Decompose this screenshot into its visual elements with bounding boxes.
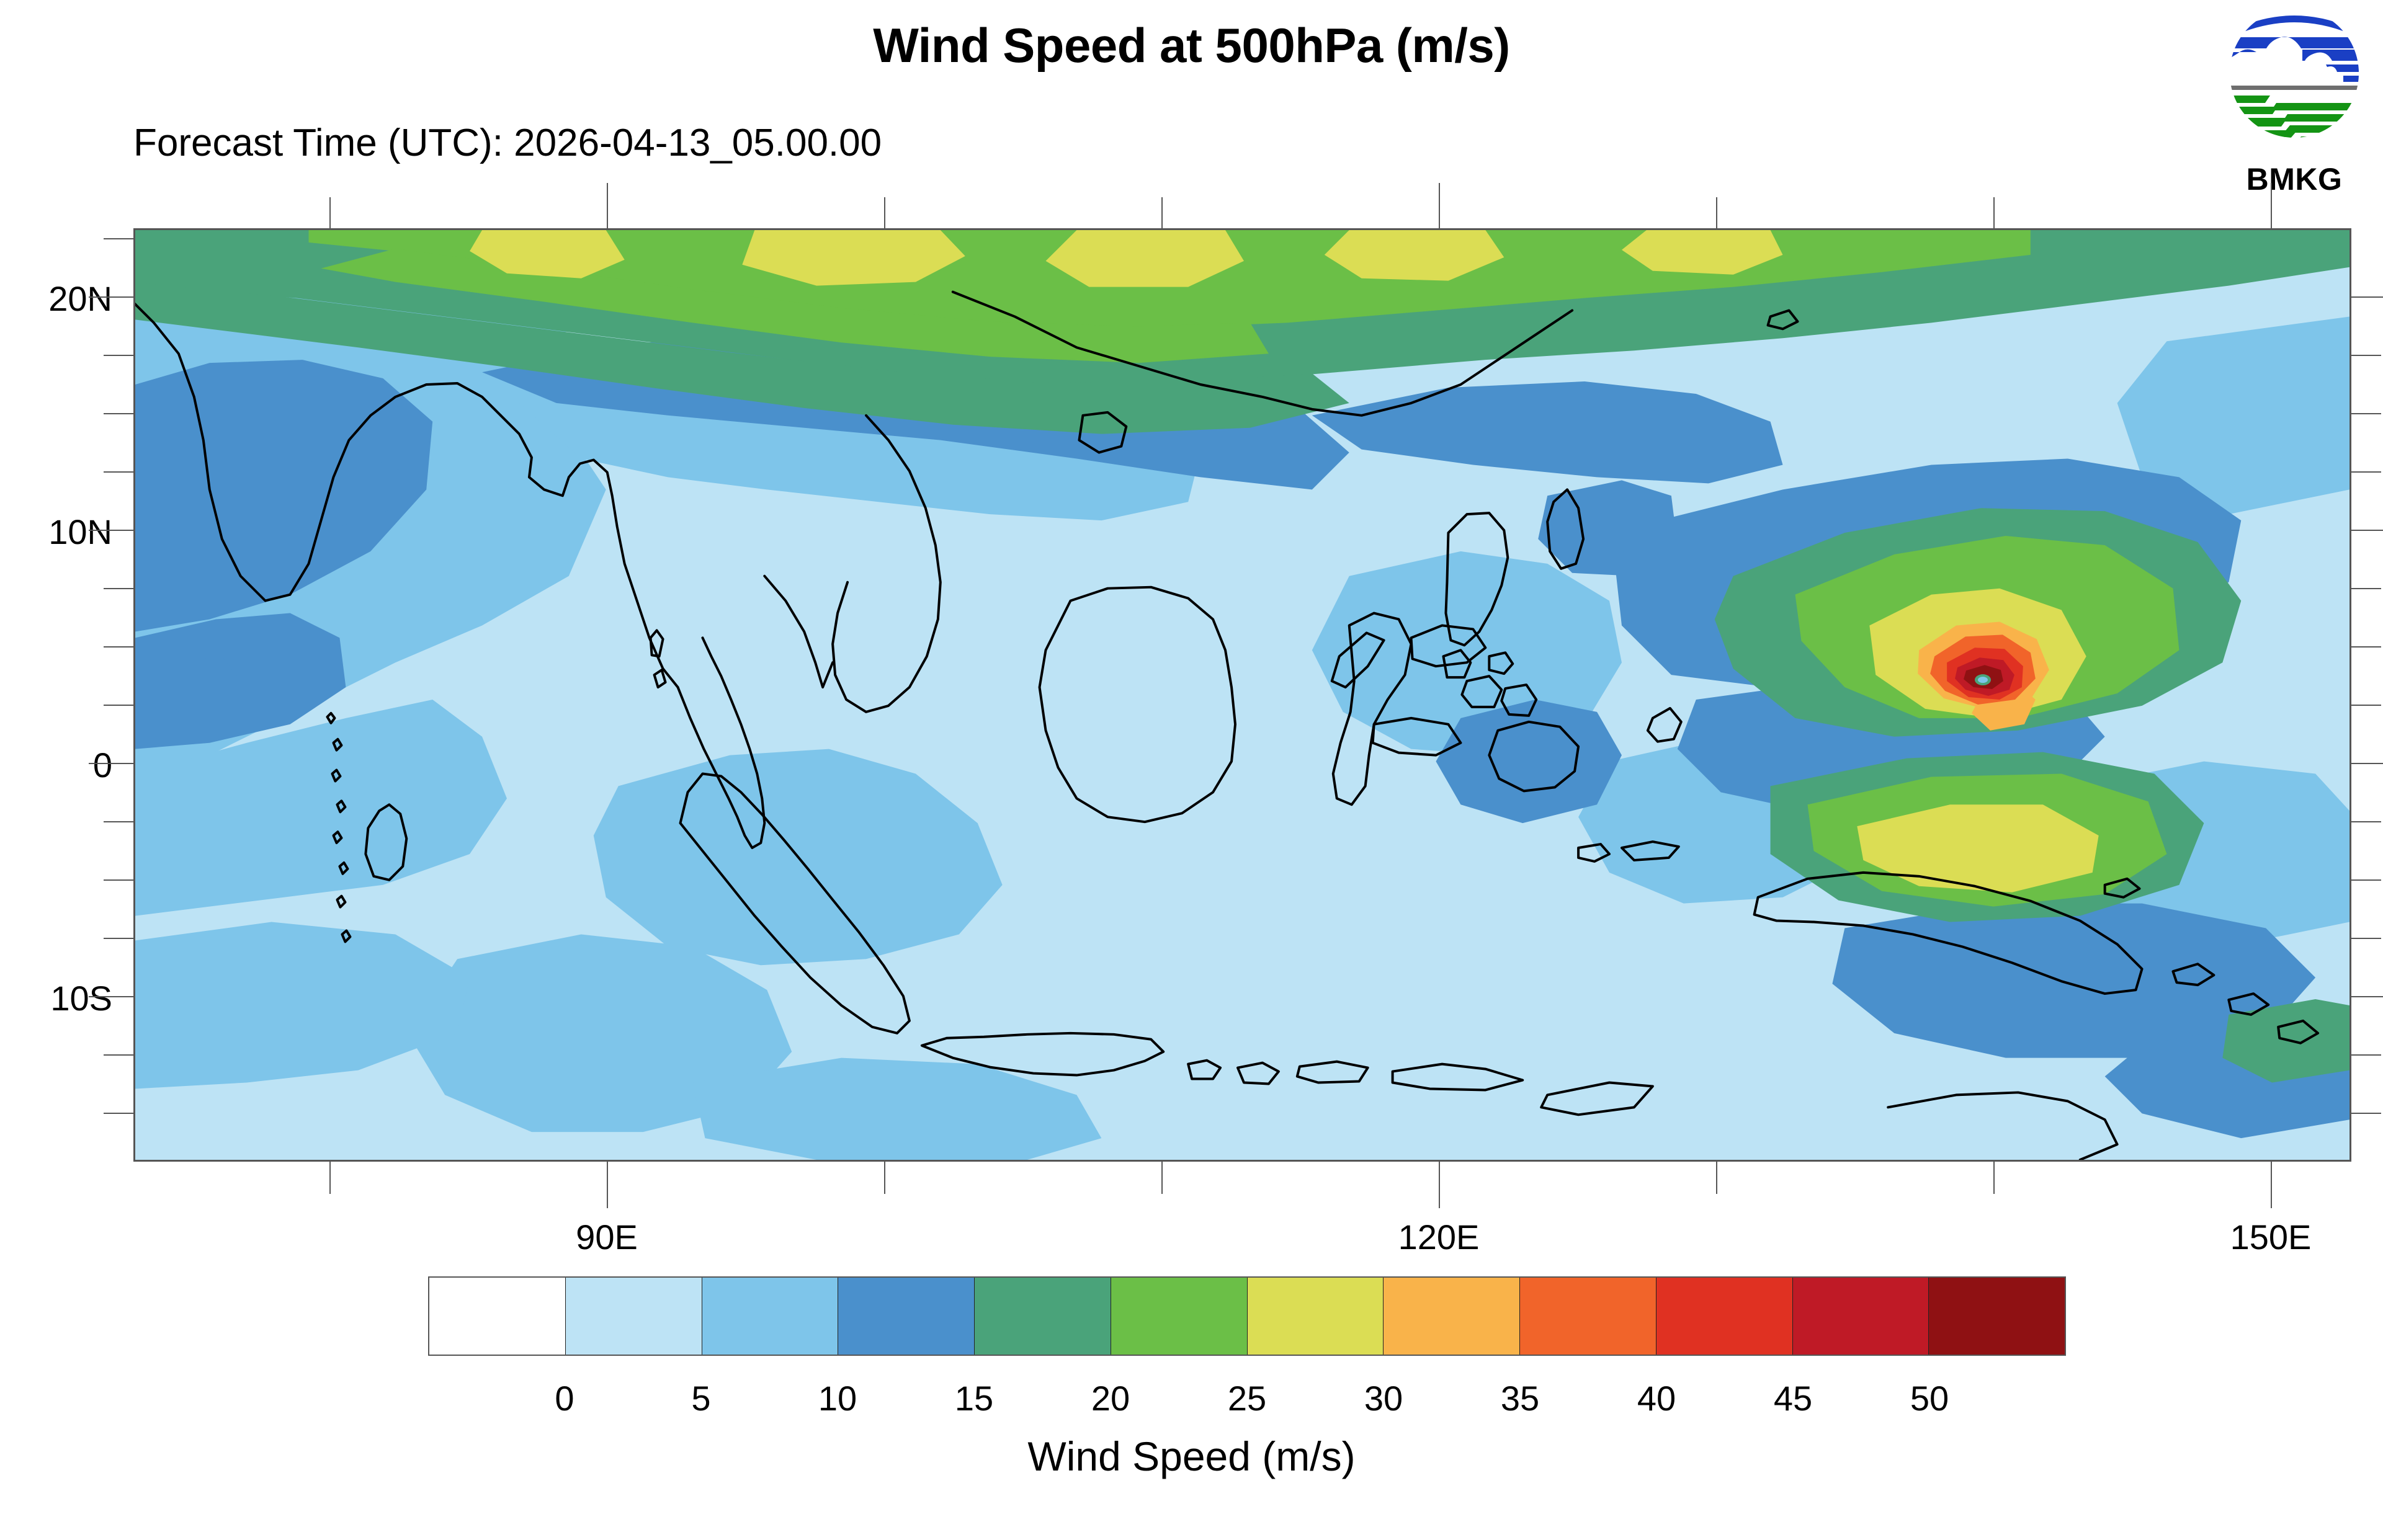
ytick-minor-right — [2351, 1113, 2381, 1114]
ytick-label-0: 0 — [92, 746, 112, 785]
colorbar-segment — [1111, 1278, 1248, 1355]
xtick-minor-top — [329, 197, 331, 229]
ytick-major — [89, 296, 133, 298]
ytick-minor — [104, 413, 133, 414]
bmkg-logo-mark — [2230, 16, 2359, 138]
xtick-minor-bottom — [1161, 1162, 1163, 1194]
xtick-major-top — [607, 183, 608, 229]
colorbar-tick-50: 50 — [1910, 1379, 1949, 1418]
page-title: Wind Speed at 500hPa (m/s) — [873, 18, 1510, 73]
forecast-time-label: Forecast Time (UTC): 2026-04-13_05.00.00 — [133, 122, 882, 164]
colorbar-segment — [1520, 1278, 1656, 1355]
xtick-minor-bottom — [1716, 1162, 1717, 1194]
ytick-minor — [104, 821, 133, 822]
ytick-major-right — [2351, 296, 2383, 298]
colorbar-gradient — [428, 1276, 2066, 1356]
ytick-minor — [104, 588, 133, 589]
colorbar-tick-40: 40 — [1637, 1379, 1676, 1418]
colorbar-axis-label: Wind Speed (m/s) — [1027, 1433, 1356, 1479]
ytick-minor-right — [2351, 413, 2381, 414]
ytick-minor-right — [2351, 821, 2381, 822]
colorbar-tick-10: 10 — [818, 1379, 857, 1418]
wind-speed-map[interactable] — [133, 228, 2351, 1162]
xtick-label-150e: 150E — [2230, 1217, 2312, 1257]
ytick-major — [89, 996, 133, 997]
colorbar[interactable] — [428, 1276, 2066, 1356]
ytick-minor — [104, 1113, 133, 1114]
xtick-minor-top — [1993, 197, 1995, 229]
colorbar-tick-30: 30 — [1364, 1379, 1403, 1418]
colorbar-tick-15: 15 — [954, 1379, 994, 1418]
ytick-minor — [104, 646, 133, 648]
xtick-label-120e: 120E — [1398, 1217, 1480, 1257]
ytick-major-right — [2351, 530, 2383, 531]
ytick-minor — [104, 355, 133, 356]
colorbar-tick-0: 0 — [555, 1379, 575, 1418]
ytick-minor-right — [2351, 355, 2381, 356]
colorbar-tick-5: 5 — [691, 1379, 711, 1418]
xtick-minor-bottom — [884, 1162, 885, 1194]
colorbar-segment — [1247, 1278, 1384, 1355]
xtick-major-bottom — [607, 1162, 608, 1208]
ytick-minor — [104, 238, 133, 239]
colorbar-tick-25: 25 — [1227, 1379, 1267, 1418]
ytick-minor-right — [2351, 1054, 2381, 1056]
colorbar-segment — [1384, 1278, 1520, 1355]
ytick-minor — [104, 1054, 133, 1056]
ytick-minor-right — [2351, 646, 2381, 648]
ytick-major — [89, 530, 133, 531]
ytick-minor-right — [2351, 588, 2381, 589]
ytick-major — [89, 763, 133, 764]
ytick-minor — [104, 879, 133, 881]
ytick-minor-right — [2351, 471, 2381, 473]
xtick-minor-top — [1161, 197, 1163, 229]
bmkg-logo: BMKG — [2217, 5, 2372, 210]
xtick-major-bottom — [2271, 1162, 2272, 1208]
ytick-label-20n: 20N — [48, 279, 112, 318]
colorbar-segment — [565, 1278, 702, 1355]
xtick-label-90e: 90E — [576, 1217, 638, 1257]
wind-speed-contour-field — [135, 230, 2349, 1160]
colorbar-segment — [702, 1278, 839, 1355]
xtick-minor-bottom — [1993, 1162, 1995, 1194]
xtick-major-bottom — [1439, 1162, 1440, 1208]
colorbar-tick-35: 35 — [1500, 1379, 1540, 1418]
ytick-minor-right — [2351, 938, 2381, 939]
ytick-minor — [104, 705, 133, 706]
colorbar-segment — [838, 1278, 975, 1355]
colorbar-segment — [1656, 1278, 1793, 1355]
xtick-minor-top — [884, 197, 885, 229]
xtick-major-top — [1439, 183, 1440, 229]
ytick-label-10s: 10S — [50, 979, 112, 1018]
ytick-major-right — [2351, 996, 2383, 997]
colorbar-tick-20: 20 — [1091, 1379, 1130, 1418]
colorbar-segment — [1929, 1278, 2065, 1355]
ytick-label-10n: 10N — [48, 512, 112, 551]
ytick-minor-right — [2351, 705, 2381, 706]
xtick-major-top — [2271, 183, 2272, 229]
ytick-major-right — [2351, 763, 2383, 764]
ytick-minor — [104, 938, 133, 939]
colorbar-segment — [1792, 1278, 1929, 1355]
xtick-minor-bottom — [329, 1162, 331, 1194]
bmkg-logo-text: BMKG — [2246, 162, 2343, 197]
colorbar-segment — [975, 1278, 1111, 1355]
xtick-minor-top — [1716, 197, 1717, 229]
ytick-minor-right — [2351, 879, 2381, 881]
colorbar-tick-45: 45 — [1773, 1379, 1813, 1418]
ytick-minor — [104, 471, 133, 473]
colorbar-segment — [429, 1278, 566, 1355]
